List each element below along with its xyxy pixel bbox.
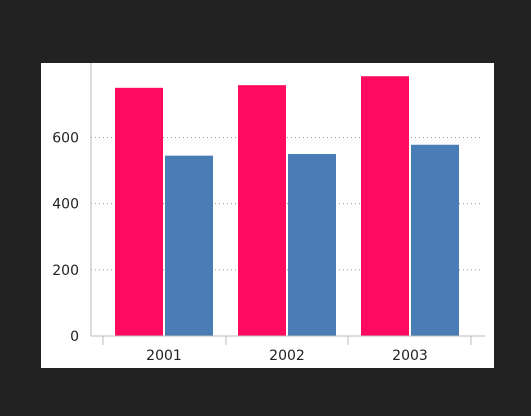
chart-panel: 0 200 400 600 2001 2002 2003	[41, 63, 494, 368]
bar-2002-series-1	[238, 85, 286, 336]
bars	[115, 76, 459, 337]
x-tick-label-2003: 2003	[392, 348, 428, 364]
y-tick-label-600: 600	[52, 130, 79, 146]
bar-2001-series-2	[165, 155, 213, 336]
bar-2003-series-2	[411, 144, 459, 336]
bar-2002-series-2	[288, 154, 336, 336]
bar-2003-series-1	[361, 76, 409, 337]
x-tick-label-2001: 2001	[146, 348, 182, 364]
bar-2001-series-1	[115, 87, 163, 337]
y-tick-label-200: 200	[52, 263, 79, 279]
y-tick-label-400: 400	[52, 197, 79, 213]
y-tick-label-0: 0	[70, 329, 79, 345]
bar-chart: 0 200 400 600 2001 2002 2003	[52, 63, 485, 364]
tick-labels: 0 200 400 600 2001 2002 2003	[52, 130, 428, 364]
x-tick-label-2002: 2002	[269, 348, 305, 364]
axes	[90, 63, 485, 345]
